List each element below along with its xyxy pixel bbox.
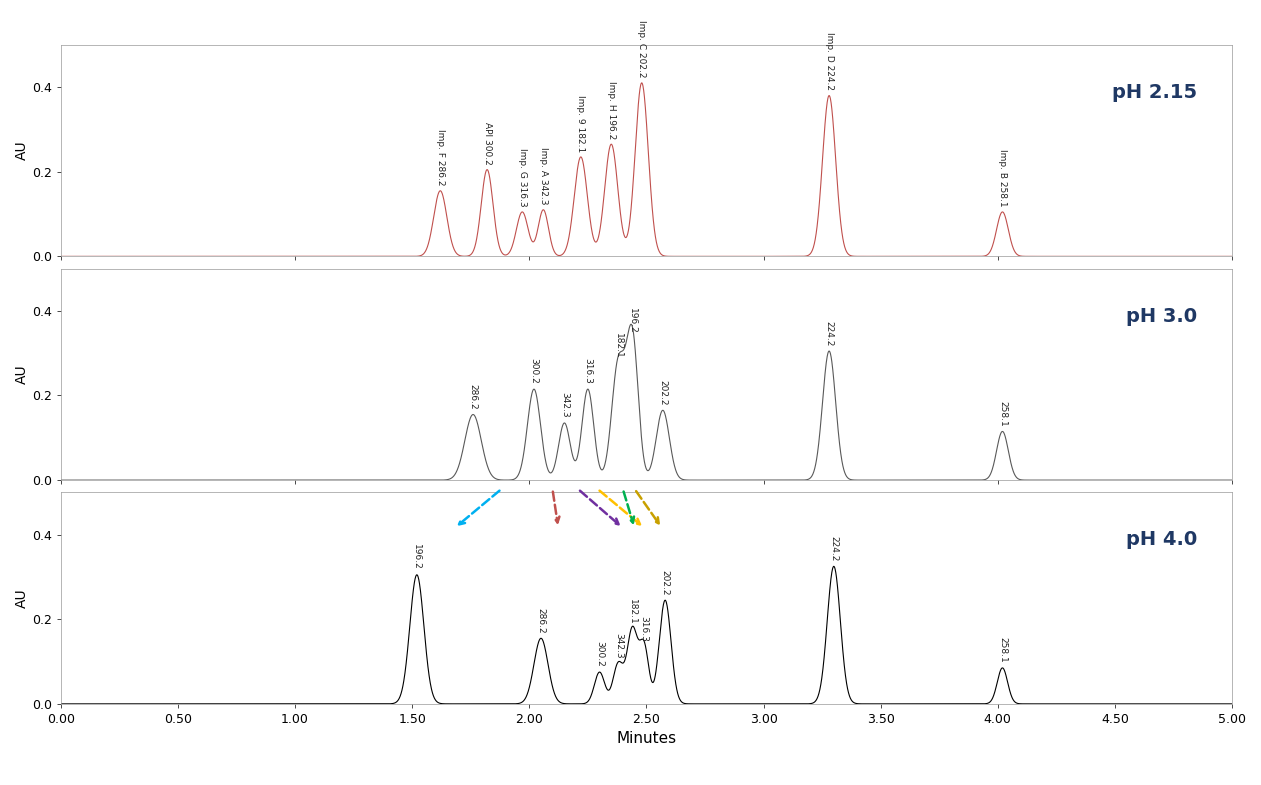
Text: 286.2: 286.2 bbox=[536, 608, 546, 633]
Text: Imp. G 316.3: Imp. G 316.3 bbox=[518, 148, 527, 206]
Text: 258.1: 258.1 bbox=[997, 400, 1008, 426]
Text: 286.2: 286.2 bbox=[469, 384, 478, 410]
Text: Imp. C 202.2: Imp. C 202.2 bbox=[637, 20, 646, 78]
Text: 316.3: 316.3 bbox=[639, 615, 648, 641]
Y-axis label: AU: AU bbox=[15, 141, 29, 160]
Text: 342.3: 342.3 bbox=[614, 633, 623, 659]
Text: 224.2: 224.2 bbox=[825, 320, 834, 346]
Text: Imp. A 342.3: Imp. A 342.3 bbox=[538, 148, 547, 205]
Y-axis label: AU: AU bbox=[15, 588, 29, 608]
Text: 182.1: 182.1 bbox=[614, 333, 623, 359]
Text: Imp. F 286.2: Imp. F 286.2 bbox=[436, 130, 445, 186]
Text: 258.1: 258.1 bbox=[997, 637, 1008, 663]
Text: 316.3: 316.3 bbox=[584, 358, 593, 384]
Text: 196.2: 196.2 bbox=[412, 544, 421, 570]
Text: pH 3.0: pH 3.0 bbox=[1126, 307, 1197, 326]
Text: 202.2: 202.2 bbox=[658, 380, 667, 405]
Text: pH 4.0: pH 4.0 bbox=[1126, 531, 1197, 550]
Y-axis label: AU: AU bbox=[15, 364, 29, 384]
X-axis label: Minutes: Minutes bbox=[617, 732, 676, 747]
Text: 300.2: 300.2 bbox=[595, 641, 604, 667]
Text: 224.2: 224.2 bbox=[830, 536, 839, 561]
Text: 182.1: 182.1 bbox=[628, 599, 637, 625]
Text: 342.3: 342.3 bbox=[560, 392, 569, 418]
Text: Imp. 9 182.1: Imp. 9 182.1 bbox=[576, 94, 585, 152]
Text: Imp. H 196.2: Imp. H 196.2 bbox=[607, 81, 615, 139]
Text: API 300.2: API 300.2 bbox=[483, 122, 492, 165]
Text: 196.2: 196.2 bbox=[628, 308, 637, 334]
Text: 300.2: 300.2 bbox=[530, 358, 538, 384]
Text: Imp. D 224.2: Imp. D 224.2 bbox=[825, 32, 834, 90]
Text: Imp. B 258.1: Imp. B 258.1 bbox=[997, 149, 1008, 206]
Text: pH 2.15: pH 2.15 bbox=[1112, 83, 1197, 102]
Text: 202.2: 202.2 bbox=[661, 570, 670, 595]
